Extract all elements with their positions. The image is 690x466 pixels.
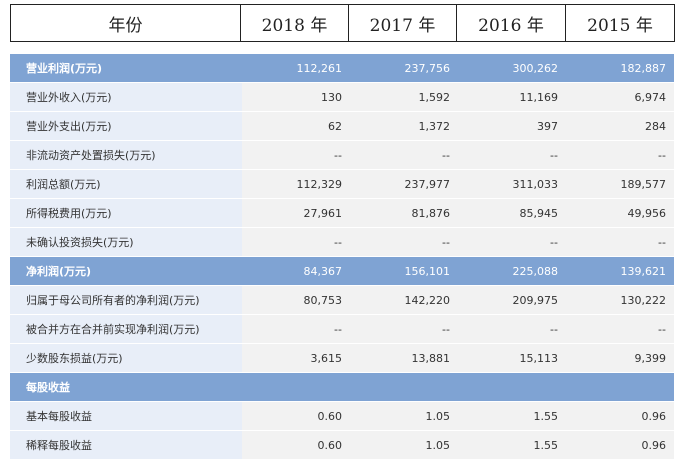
value-cell: 0.96 bbox=[566, 402, 674, 431]
table-row-total-profit: 利润总额(万元) 112,329 237,977 311,033 189,577 bbox=[10, 170, 674, 199]
value-cell: 284 bbox=[566, 112, 674, 141]
row-label: 营业利润(万元) bbox=[10, 54, 242, 83]
value-cell: 3,615 bbox=[242, 344, 350, 373]
value-cell: 6,974 bbox=[566, 83, 674, 112]
value-cell: 1.05 bbox=[350, 402, 458, 431]
value-cell: -- bbox=[242, 141, 350, 170]
value-cell: 112,261 bbox=[242, 54, 350, 83]
value-cell: 139,621 bbox=[566, 257, 674, 286]
table-row-asset-disposal-loss: 非流动资产处置损失(万元) -- -- -- -- bbox=[10, 141, 674, 170]
value-cell: 0.60 bbox=[242, 402, 350, 431]
row-label: 净利润(万元) bbox=[10, 257, 242, 286]
value-cell bbox=[350, 373, 458, 402]
table-row-basic-eps: 基本每股收益 0.60 1.05 1.55 0.96 bbox=[10, 402, 674, 431]
value-cell: -- bbox=[350, 141, 458, 170]
row-label: 稀释每股收益 bbox=[10, 431, 242, 460]
row-label: 基本每股收益 bbox=[10, 402, 242, 431]
value-cell bbox=[458, 373, 566, 402]
row-label: 归属于母公司所有者的净利润(万元) bbox=[10, 286, 242, 315]
row-label: 未确认投资损失(万元) bbox=[10, 228, 242, 257]
value-cell: 397 bbox=[458, 112, 566, 141]
value-cell: -- bbox=[458, 315, 566, 344]
value-cell: 130 bbox=[242, 83, 350, 112]
value-cell: -- bbox=[566, 315, 674, 344]
value-cell: -- bbox=[242, 228, 350, 257]
row-label: 所得税费用(万元) bbox=[10, 199, 242, 228]
value-cell: 1.55 bbox=[458, 402, 566, 431]
value-cell: -- bbox=[242, 315, 350, 344]
value-cell: 112,329 bbox=[242, 170, 350, 199]
value-cell: 1.55 bbox=[458, 431, 566, 460]
value-cell: 81,876 bbox=[350, 199, 458, 228]
table-row-non-operating-expense: 营业外支出(万元) 62 1,372 397 284 bbox=[10, 112, 674, 141]
value-cell: 15,113 bbox=[458, 344, 566, 373]
value-cell: 0.60 bbox=[242, 431, 350, 460]
table-row-operating-profit: 营业利润(万元) 112,261 237,756 300,262 182,887 bbox=[10, 54, 674, 83]
value-cell bbox=[566, 373, 674, 402]
row-label: 被合并方在合并前实现净利润(万元) bbox=[10, 315, 242, 344]
value-cell: -- bbox=[566, 228, 674, 257]
value-cell: 1,372 bbox=[350, 112, 458, 141]
value-cell: 62 bbox=[242, 112, 350, 141]
table-row-unrecognized-investment-loss: 未确认投资损失(万元) -- -- -- -- bbox=[10, 228, 674, 257]
year-header-table: 年份 2018 年 2017 年 2016 年 2015 年 bbox=[10, 4, 675, 42]
value-cell: -- bbox=[350, 228, 458, 257]
value-cell: 0.96 bbox=[566, 431, 674, 460]
value-cell: 237,977 bbox=[350, 170, 458, 199]
year-header-2015: 2015 年 bbox=[565, 4, 675, 42]
table-row-non-operating-income: 营业外收入(万元) 130 1,592 11,169 6,974 bbox=[10, 83, 674, 112]
table-row-income-tax: 所得税费用(万元) 27,961 81,876 85,945 49,956 bbox=[10, 199, 674, 228]
row-label: 营业外收入(万元) bbox=[10, 83, 242, 112]
value-cell: 189,577 bbox=[566, 170, 674, 199]
row-label: 每股收益 bbox=[10, 373, 242, 402]
income-statement-table: 营业利润(万元) 112,261 237,756 300,262 182,887… bbox=[10, 54, 674, 460]
table-row-minority-interest: 少数股东损益(万元) 3,615 13,881 15,113 9,399 bbox=[10, 344, 674, 373]
value-cell bbox=[242, 373, 350, 402]
value-cell: -- bbox=[458, 228, 566, 257]
row-label: 非流动资产处置损失(万元) bbox=[10, 141, 242, 170]
year-header-row: 年份 2018 年 2017 年 2016 年 2015 年 bbox=[10, 4, 675, 42]
year-header-2018: 2018 年 bbox=[240, 4, 349, 42]
row-label: 少数股东损益(万元) bbox=[10, 344, 242, 373]
year-header-label: 年份 bbox=[10, 4, 241, 42]
value-cell: 11,169 bbox=[458, 83, 566, 112]
value-cell: 13,881 bbox=[350, 344, 458, 373]
value-cell: 9,399 bbox=[566, 344, 674, 373]
value-cell: 1.05 bbox=[350, 431, 458, 460]
value-cell: 49,956 bbox=[566, 199, 674, 228]
value-cell: 237,756 bbox=[350, 54, 458, 83]
value-cell: 1,592 bbox=[350, 83, 458, 112]
year-header-2016: 2016 年 bbox=[456, 4, 566, 42]
value-cell: -- bbox=[458, 141, 566, 170]
value-cell: 182,887 bbox=[566, 54, 674, 83]
value-cell: 156,101 bbox=[350, 257, 458, 286]
table-row-diluted-eps: 稀释每股收益 0.60 1.05 1.55 0.96 bbox=[10, 431, 674, 460]
row-label: 营业外支出(万元) bbox=[10, 112, 242, 141]
row-label: 利润总额(万元) bbox=[10, 170, 242, 199]
table-row-parent-net-profit: 归属于母公司所有者的净利润(万元) 80,753 142,220 209,975… bbox=[10, 286, 674, 315]
value-cell: 209,975 bbox=[458, 286, 566, 315]
table-row-net-profit: 净利润(万元) 84,367 156,101 225,088 139,621 bbox=[10, 257, 674, 286]
value-cell: 84,367 bbox=[242, 257, 350, 286]
value-cell: 130,222 bbox=[566, 286, 674, 315]
value-cell: 142,220 bbox=[350, 286, 458, 315]
table-row-pre-merger-net-profit: 被合并方在合并前实现净利润(万元) -- -- -- -- bbox=[10, 315, 674, 344]
value-cell: 311,033 bbox=[458, 170, 566, 199]
table-row-eps-section: 每股收益 bbox=[10, 373, 674, 402]
value-cell: 85,945 bbox=[458, 199, 566, 228]
value-cell: 27,961 bbox=[242, 199, 350, 228]
value-cell: -- bbox=[566, 141, 674, 170]
value-cell: -- bbox=[350, 315, 458, 344]
year-header-2017: 2017 年 bbox=[348, 4, 457, 42]
value-cell: 225,088 bbox=[458, 257, 566, 286]
value-cell: 300,262 bbox=[458, 54, 566, 83]
value-cell: 80,753 bbox=[242, 286, 350, 315]
